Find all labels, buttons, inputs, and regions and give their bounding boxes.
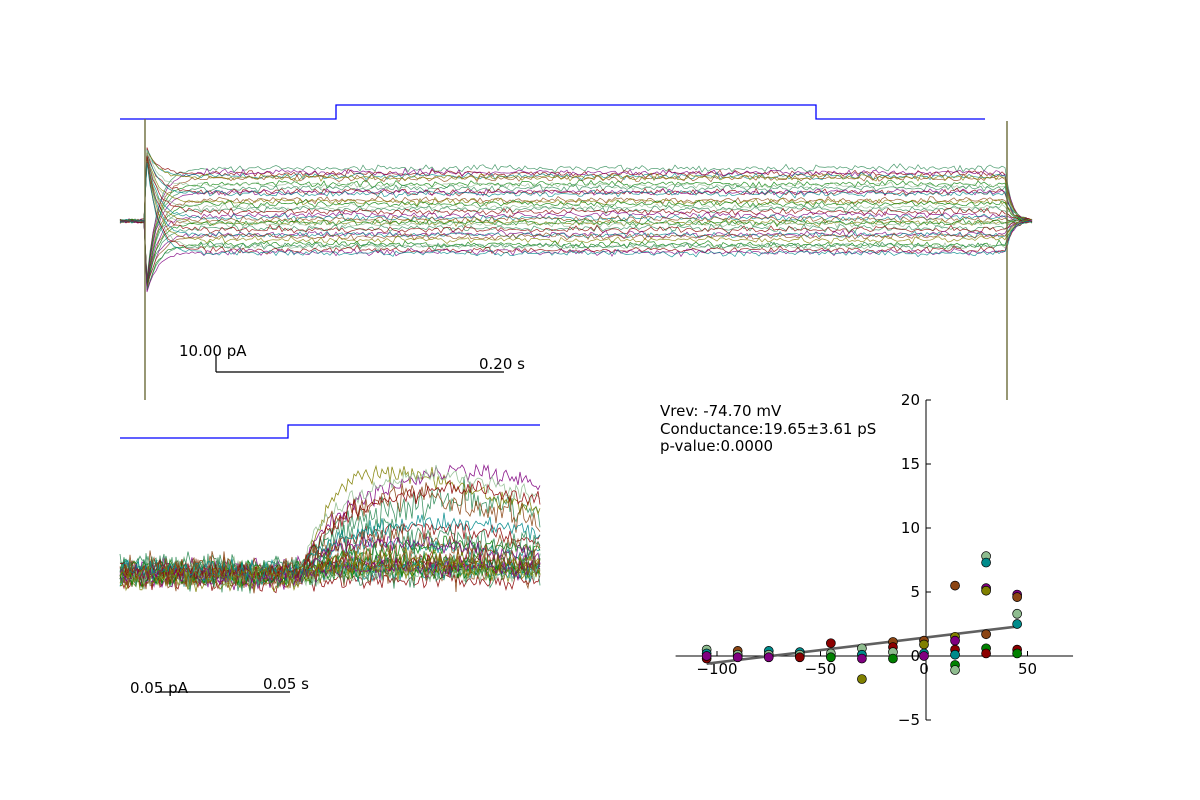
zoom-time-scale-label: 0.05 s [263, 675, 309, 693]
current-trace [120, 155, 1033, 223]
y-tick-label: 0 [910, 647, 920, 665]
iv-point [1012, 648, 1023, 659]
current-trace [119, 148, 1033, 223]
y-tick-label: 5 [910, 583, 920, 601]
current-trace [119, 210, 1033, 287]
y-tick-label: 20 [901, 391, 920, 409]
iv-point [857, 674, 867, 684]
current-trace [119, 219, 1033, 288]
iv-point [1012, 608, 1023, 619]
current-trace [119, 188, 1033, 282]
current-trace [119, 154, 1033, 223]
current-trace [119, 157, 1033, 235]
iv-point [919, 651, 929, 661]
iv-point [888, 653, 898, 664]
time-scale-label: 0.20 s [479, 355, 525, 373]
current-trace [119, 150, 1033, 224]
full-trace-panel: 10.00 pA 0.20 s [119, 104, 1033, 400]
stimulus-protocol-line [120, 104, 985, 120]
iv-point [1012, 592, 1023, 602]
current-trace [119, 198, 1033, 285]
current-trace [119, 218, 1033, 290]
y-tick-label: 15 [901, 455, 920, 473]
iv-point [794, 652, 805, 663]
current-trace [119, 183, 1033, 283]
current-trace [119, 219, 1033, 289]
iv-point [1012, 619, 1023, 629]
zoom-current-scale-label: 0.05 pA [130, 679, 189, 697]
x-tick-label: 0 [919, 660, 929, 678]
y-tick-label: 10 [901, 519, 920, 537]
x-tick-label: −50 [805, 660, 837, 678]
zoom-trace [119, 482, 541, 592]
time-current-scalebar: 10.00 pA 0.20 s [179, 342, 525, 373]
current-trace [119, 160, 1033, 245]
pvalue-text: p-value:0.0000 [660, 437, 773, 455]
iv-point [950, 635, 960, 646]
iv-point [950, 665, 960, 675]
y-tick-label: −5 [898, 711, 920, 729]
iv-point [981, 557, 991, 568]
current-trace [119, 167, 1033, 280]
current-trace [119, 157, 1033, 229]
current-trace [119, 163, 1033, 278]
iv-point [857, 653, 867, 664]
vrev-text: Vrev: -74.70 mV [660, 402, 782, 420]
x-tick-label: 50 [1018, 660, 1037, 678]
current-trace [119, 195, 1033, 284]
current-trace [119, 162, 1033, 258]
iv-scatter-panel: Vrev: -74.70 mV Conductance:19.65±3.61 p… [660, 391, 1074, 729]
x-tick-label: −100 [696, 660, 737, 678]
current-trace [119, 204, 1033, 287]
iv-point [919, 639, 929, 650]
iv-point [950, 649, 960, 660]
zoom-trace [119, 512, 541, 582]
zoom-current-traces [119, 463, 541, 594]
current-trace [119, 154, 1033, 223]
zoom-trace [119, 516, 541, 594]
current-trace [119, 151, 1033, 223]
current-trace [119, 214, 1033, 288]
iv-point [701, 651, 712, 661]
iv-point [763, 652, 774, 663]
iv-point [981, 629, 991, 640]
iv-point [981, 648, 991, 659]
iv-point [825, 638, 836, 649]
iv-point [981, 585, 991, 596]
zoom-stimulus-line [120, 424, 540, 439]
current-trace [119, 161, 1033, 255]
zoom-scalebar: 0.05 pA 0.05 s [130, 675, 309, 697]
zoom-trace [119, 543, 541, 589]
current-trace [119, 158, 1033, 223]
iv-point [732, 652, 743, 663]
current-trace [119, 153, 1033, 223]
iv-point [825, 652, 836, 663]
zoom-trace [119, 558, 541, 585]
conductance-text: Conductance:19.65±3.61 pS [660, 420, 876, 438]
current-trace [119, 218, 1033, 293]
current-traces [119, 119, 1033, 400]
zoomed-trace-panel: 0.05 pA 0.05 s [119, 424, 541, 697]
iv-points [701, 551, 1023, 684]
current-scale-label: 10.00 pA [179, 342, 247, 360]
current-trace [119, 218, 1033, 286]
iv-point [950, 580, 960, 591]
